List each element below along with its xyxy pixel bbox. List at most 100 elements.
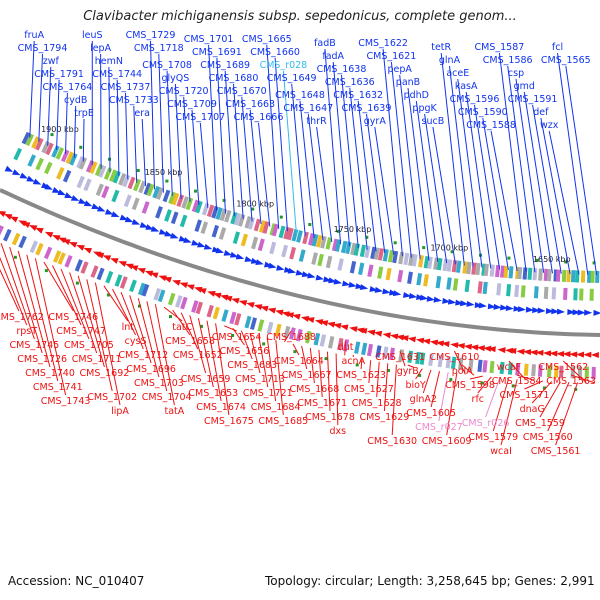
position-tick-label: 1650 kbp [533, 255, 571, 264]
gene-label: CMS_1659 [181, 374, 231, 385]
gene-label: CMS_1701 [184, 34, 234, 45]
gene-label: CMS_1745 [10, 340, 60, 351]
gene-leader-line [94, 282, 121, 406]
cog-feature-mid [506, 284, 512, 297]
gene-label: aceE [446, 68, 469, 79]
gene-leader-line [0, 256, 28, 326]
gene-label: CMS_1703 [134, 378, 184, 389]
gc-marker [511, 384, 515, 388]
forward-gene-arrow [131, 218, 141, 225]
cog-feature-mid [44, 161, 53, 175]
reverse-gene-arrow [349, 326, 358, 333]
cog-feature-inner [90, 265, 99, 278]
gene-leader-line [557, 52, 589, 275]
gene-label: CMS_1632 [333, 90, 383, 101]
gene-leader-line [77, 275, 105, 368]
cog-feature-mid [218, 227, 227, 240]
cog-feature-inner [407, 350, 414, 364]
forward-gene-arrow [78, 198, 87, 204]
gene-label: CMS_1747 [56, 326, 106, 337]
reverse-gene-arrow [83, 247, 93, 254]
cog-feature-outer [185, 197, 194, 211]
gc-marker [386, 369, 390, 372]
cog-feature-inner [206, 304, 214, 318]
gene-leader-line [180, 312, 199, 350]
cog-feature-mid [95, 183, 104, 197]
cog-feature-outer [307, 232, 315, 246]
cog-feature-outer [31, 136, 40, 149]
cog-feature-inner [57, 252, 66, 265]
cog-feature-outer [377, 248, 385, 261]
position-tick-label: 1800 kbp [236, 199, 274, 208]
gene-label: kasA [455, 81, 478, 92]
forward-gene-arrow [110, 211, 120, 217]
gene-label: pepA [387, 64, 412, 75]
cog-feature-outer [382, 249, 389, 262]
gene-leader-line [368, 360, 372, 384]
gene-label: cydB [64, 95, 87, 106]
gene-label: bioY [405, 380, 425, 391]
gene-leader-line [415, 100, 439, 262]
cog-feature-inner [114, 274, 123, 287]
gene-leader-line [382, 48, 403, 257]
gene-label: CMS_1668 [290, 384, 340, 395]
cog-feature-inner [499, 361, 505, 375]
cog-feature-inner [74, 259, 83, 272]
gene-label: CMS_1791 [34, 69, 84, 80]
reverse-gene-arrow [407, 336, 417, 343]
gene-label: CMS_1707 [175, 112, 225, 123]
cog-feature-outer [350, 242, 357, 256]
gene-leader-line [43, 261, 74, 312]
forward-gene-arrow [244, 256, 253, 262]
reverse-gene-arrow [18, 220, 27, 227]
cog-feature-mid [211, 224, 220, 238]
cog-feature-outer [546, 268, 552, 282]
forward-gene-arrow [215, 247, 225, 254]
gene-leader-line [490, 130, 518, 271]
forward-gene-arrow [119, 214, 129, 221]
gene-leader-line [440, 52, 465, 266]
cog-feature-mid [155, 205, 163, 219]
cog-feature-inner [437, 354, 444, 368]
gc-marker [200, 324, 203, 328]
gene-leader-line [565, 65, 598, 275]
gene-label: CMS_r027 [415, 422, 463, 433]
gene-label: CMS_1587 [475, 42, 525, 53]
reverse-gene-arrow [76, 245, 85, 251]
gene-leader-line [465, 91, 492, 269]
cog-feature-mid [452, 278, 459, 291]
reverse-gene-arrow [314, 319, 324, 326]
cog-feature-mid [367, 264, 374, 277]
cog-feature-mid [482, 281, 488, 295]
reverse-gene-arrow [150, 272, 159, 279]
cog-feature-inner [389, 347, 395, 361]
gene-label: rfc [472, 394, 484, 405]
forward-gene-arrow [556, 308, 565, 315]
gene-leader-line [327, 351, 331, 412]
forward-gene-arrow [466, 300, 475, 307]
gene-label: fadB [314, 38, 336, 49]
forward-gene-arrow [478, 302, 487, 309]
cog-feature-outer [65, 151, 74, 165]
forward-gene-arrow [487, 303, 496, 310]
gene-leader-line [407, 364, 414, 368]
reverse-gene-arrow [358, 328, 368, 334]
position-tick-layer: 1900 kbp 1850 kbp 1800 kbp 1750 kbp 1700 kbp… [41, 125, 571, 264]
gene-leader-line [266, 337, 277, 402]
gene-label: CMS_1590 [458, 107, 508, 118]
reverse-gene-arrow [429, 339, 439, 346]
gene-label: CMS_1711 [72, 354, 122, 365]
gene-leader-line [453, 350, 466, 375]
gene-label: CMS_1696 [126, 364, 176, 375]
gene-label: fcl [552, 42, 563, 53]
cog-feature-outer [411, 254, 418, 267]
cog-feature-inner [11, 232, 21, 246]
cog-feature-inner [591, 366, 596, 379]
map-title: Clavibacter michiganensis subsp. sepedon… [83, 9, 517, 24]
gene-label: dxs [329, 426, 346, 437]
gene-label: CMS_r028 [260, 60, 308, 71]
gc-marker [231, 334, 235, 337]
reverse-gene-arrow [483, 345, 492, 352]
cog-feature-inner [266, 321, 274, 335]
cog-feature-outer [302, 231, 309, 245]
